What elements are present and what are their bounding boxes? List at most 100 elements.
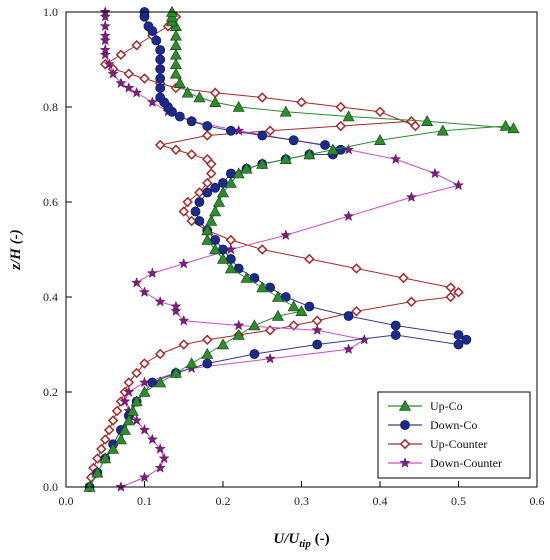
data-point-up-co xyxy=(169,48,182,60)
data-point-down-counter xyxy=(99,29,111,41)
data-point-up-counter xyxy=(202,130,213,141)
data-point-up-counter xyxy=(351,305,362,317)
data-point-up-counter xyxy=(139,358,150,369)
data-point-up-counter xyxy=(178,206,190,217)
data-point-up-co xyxy=(216,338,230,350)
data-point-down-co xyxy=(194,216,205,226)
data-point-down-counter xyxy=(170,300,182,312)
data-point-down-counter xyxy=(99,10,111,22)
data-point-up-co xyxy=(240,271,253,283)
data-point-down-co xyxy=(155,73,166,84)
data-point-up-counter xyxy=(311,315,323,327)
data-point-up-counter xyxy=(445,282,456,293)
data-point-down-co xyxy=(143,21,154,32)
data-point-down-counter xyxy=(233,319,245,331)
data-point-down-co xyxy=(225,125,236,136)
legend-marker xyxy=(399,457,411,468)
data-point-down-co xyxy=(155,92,166,103)
data-point-up-counter xyxy=(186,149,197,160)
data-point-up-co xyxy=(83,480,96,492)
data-point-up-co xyxy=(224,176,237,188)
data-point-up-co xyxy=(99,452,112,464)
data-point-up-counter xyxy=(186,215,197,227)
data-point-up-co xyxy=(271,290,284,302)
series-down-co xyxy=(84,7,472,492)
data-point-down-counter xyxy=(146,96,158,107)
data-point-down-co xyxy=(320,140,330,150)
data-point-down-counter xyxy=(99,44,111,55)
data-point-down-counter xyxy=(107,67,119,79)
data-point-up-counter xyxy=(139,73,150,84)
data-point-up-counter xyxy=(123,68,135,80)
x-tick-label: 0.2 xyxy=(216,494,231,508)
data-point-down-co xyxy=(288,135,299,146)
data-point-up-co xyxy=(216,252,230,264)
data-point-down-co xyxy=(174,111,185,122)
data-point-up-counter xyxy=(99,434,111,445)
data-point-down-counter xyxy=(429,167,441,179)
data-point-down-counter xyxy=(123,82,135,93)
data-point-down-counter xyxy=(99,34,111,46)
x-axis-title: U/Utip (-) xyxy=(273,531,329,550)
legend-marker xyxy=(400,420,410,430)
data-point-down-counter xyxy=(453,179,464,191)
legend-marker xyxy=(399,438,411,450)
data-point-down-counter xyxy=(178,257,190,269)
data-point-up-counter xyxy=(131,39,142,51)
data-point-up-counter xyxy=(170,144,182,156)
data-point-up-co xyxy=(303,148,316,160)
data-point-down-co xyxy=(390,330,401,340)
data-point-up-co xyxy=(169,366,182,378)
x-tick-label: 0.4 xyxy=(373,494,388,508)
legend-item-up-co: Up-Co xyxy=(388,399,463,413)
y-tick-label: 0.8 xyxy=(43,100,58,114)
data-point-up-co xyxy=(91,466,104,478)
data-point-down-counter xyxy=(170,305,182,316)
data-point-up-counter xyxy=(453,286,464,298)
data-point-down-counter xyxy=(154,462,166,473)
data-point-down-counter xyxy=(119,395,131,407)
data-point-up-counter xyxy=(304,253,315,265)
data-point-up-counter xyxy=(154,348,166,360)
data-point-down-counter xyxy=(264,352,276,364)
x-axis-title-sub: tip xyxy=(299,538,311,550)
data-point-down-co xyxy=(304,301,315,312)
data-point-up-co xyxy=(173,77,186,88)
legend: Up-Co Down-Co Up-Counter Down-Counter xyxy=(377,391,531,479)
data-point-up-counter xyxy=(202,177,213,189)
data-point-down-co xyxy=(202,358,213,369)
data-point-down-co xyxy=(249,349,260,359)
data-point-up-co xyxy=(507,122,520,134)
y-axis: 0.0 0.2 0.4 0.6 0.8 1.0 xyxy=(43,5,72,494)
data-point-up-co xyxy=(248,319,261,331)
data-point-up-counter xyxy=(115,49,127,61)
legend-label: Up-Counter xyxy=(430,437,487,451)
data-point-down-counter xyxy=(154,443,166,454)
legend-label: Down-Counter xyxy=(430,456,502,470)
y-tick-label: 0.6 xyxy=(43,195,58,209)
data-point-up-counter xyxy=(406,296,417,308)
data-point-down-co xyxy=(151,35,162,46)
x-tick-label: 0.1 xyxy=(137,494,152,508)
data-point-down-counter xyxy=(131,86,143,98)
data-point-up-co xyxy=(256,281,269,293)
data-point-up-co xyxy=(271,309,284,321)
data-point-up-counter xyxy=(335,120,347,132)
data-point-down-counter xyxy=(146,267,158,278)
data-point-up-co xyxy=(130,395,143,407)
data-point-up-counter xyxy=(107,415,119,426)
data-point-up-counter xyxy=(288,320,299,331)
data-point-up-counter xyxy=(256,92,268,103)
legend-item-up-counter: Up-Counter xyxy=(388,437,487,451)
data-point-down-co xyxy=(312,339,323,350)
data-point-down-co xyxy=(453,330,464,340)
data-point-up-counter xyxy=(178,339,190,350)
y-tick-label: 0.4 xyxy=(43,290,58,304)
data-point-down-counter xyxy=(343,210,355,221)
data-point-down-co xyxy=(190,206,201,217)
data-point-down-counter xyxy=(139,471,150,483)
data-point-down-counter xyxy=(280,229,292,240)
data-point-down-counter xyxy=(139,424,150,435)
data-point-up-co xyxy=(181,86,194,98)
legend-label: Down-Co xyxy=(430,418,477,432)
